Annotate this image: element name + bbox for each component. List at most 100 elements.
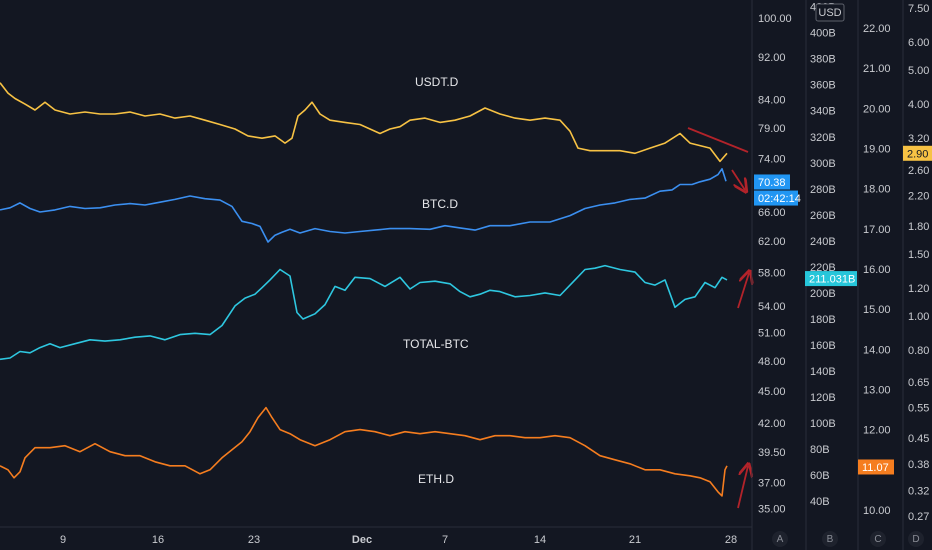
- time-axis-tick: 23: [248, 534, 260, 546]
- scale-button-d[interactable]: [908, 531, 924, 547]
- currency-badge[interactable]: USD: [815, 3, 845, 22]
- series-line-total-btc: [0, 264, 728, 361]
- series-line-btc-d: [0, 168, 727, 243]
- axis-a-tick: 51.00: [758, 328, 786, 340]
- price-tags: 70.38 02:42:14 211.031B 11.07 2.90: [754, 145, 932, 475]
- time-axis-tick: 14: [534, 534, 546, 546]
- scale-button-b[interactable]: [822, 531, 838, 547]
- scale-letter-a: A: [777, 534, 784, 545]
- scale-button-a[interactable]: [772, 531, 788, 547]
- axis-d-tick: 4.00: [908, 99, 929, 111]
- axis-b-tick: 40B: [810, 496, 830, 508]
- axis-b-tick: 380B: [810, 54, 836, 66]
- series-label-btc: BTC.D: [422, 197, 458, 211]
- time-axis-tick: 9: [60, 534, 66, 546]
- axis-a-tick: 84.00: [758, 94, 786, 106]
- scale-letter-d: D: [912, 534, 919, 545]
- axis-c-tick: 13.00: [863, 384, 891, 396]
- annotation-arrow: [737, 273, 749, 309]
- axis-a-tick: 100.00: [758, 13, 792, 25]
- series-label-usdt: USDT.D: [415, 75, 459, 89]
- axis-a-tick: 37.00: [758, 477, 786, 489]
- axis-b-tick: 200B: [810, 288, 836, 300]
- axis-b-tick: 300B: [810, 158, 836, 170]
- axis-b-tick: 280B: [810, 184, 836, 196]
- time-axis-tick: 28: [725, 534, 737, 546]
- axis-b-tick: 100B: [810, 418, 836, 430]
- axis-a-tick: 39.50: [758, 447, 786, 459]
- axis-c-tick: 12.00: [863, 425, 891, 437]
- axis-a-tick: 35.00: [758, 503, 786, 515]
- axis-d-tick: 1.20: [908, 283, 929, 295]
- series-layer: [0, 82, 728, 497]
- annotation-arrow: [687, 127, 749, 153]
- axis-a-tick: 62.00: [758, 236, 786, 248]
- price-tag-d: 2.90: [903, 145, 932, 161]
- axis-b-tick: 160B: [810, 340, 836, 352]
- time-axis-tick: 16: [152, 534, 164, 546]
- axis-d-tick: 2.60: [908, 165, 929, 177]
- axis-b-tick: 140B: [810, 366, 836, 378]
- axis-c-tick: 15.00: [863, 304, 891, 316]
- price-tag-text: 11.07: [862, 462, 889, 474]
- axis-a-tick: 66.00: [758, 207, 786, 219]
- axis-b-tick: 260B: [810, 210, 836, 222]
- scale-button-c[interactable]: [870, 531, 886, 547]
- annotation-arrows: [687, 127, 749, 509]
- axis-b-tick: 320B: [810, 132, 836, 144]
- axis-d-tick: 0.45: [908, 433, 929, 445]
- time-axis-tick: 7: [442, 534, 448, 546]
- axis-d-tick: 1.50: [908, 249, 929, 261]
- annotation-arrow: [737, 466, 748, 509]
- axis-c-tick: 14.00: [863, 344, 891, 356]
- axis-c-tick: 16.00: [863, 264, 891, 276]
- axis-b-tick: 180B: [810, 314, 836, 326]
- series-line-usdt-d: [0, 82, 728, 163]
- axis-b-tick: 220B: [810, 262, 836, 274]
- axis-a-tick: 45.00: [758, 386, 786, 398]
- price-tag-a: 70.38: [754, 174, 790, 190]
- axis-d-tick: 0.27: [908, 511, 929, 523]
- axis-a-tick: 92.00: [758, 52, 786, 64]
- axis-c-tick: 22.00: [863, 23, 891, 35]
- axis-d-tick: 1.80: [908, 221, 929, 233]
- axis-b-tick: 360B: [810, 80, 836, 92]
- axis-d-tick: 0.55: [908, 402, 929, 414]
- price-tag-text: 02:42:14: [758, 193, 801, 205]
- axis-b-tick: 400B: [810, 28, 836, 40]
- price-tag-b: 211.031B: [805, 271, 857, 287]
- axis-c-tick: 17.00: [863, 224, 891, 236]
- annotation-arrow: [731, 169, 745, 190]
- axis-b-tick: 240B: [810, 236, 836, 248]
- axis-a-tick: 58.00: [758, 267, 786, 279]
- axis-d-tick: 0.32: [908, 485, 929, 497]
- price-tag-text: 70.38: [758, 177, 786, 189]
- scale-letter-c: C: [874, 534, 881, 545]
- axis-c-tick: 19.00: [863, 144, 891, 156]
- axis-d-tick: 0.38: [908, 459, 929, 471]
- axis-d-tick: 5.00: [908, 65, 929, 77]
- series-label-eth: ETH.D: [418, 472, 454, 486]
- axis-d-tick: 7.50: [908, 3, 929, 15]
- series-label-total: TOTAL-BTC: [403, 337, 469, 351]
- price-tag-text: 2.90: [907, 148, 928, 160]
- axis-d-tick: 2.20: [908, 191, 929, 203]
- price-tag-c: 11.07: [858, 459, 894, 475]
- time-axis[interactable]: 9 16 23 Dec 7 14 21 28: [60, 534, 737, 546]
- series-line-eth-d: [0, 406, 728, 497]
- axis-b-tick: 120B: [810, 392, 836, 404]
- axis-c-tick: 21.00: [863, 63, 891, 75]
- series-labels: USDT.D BTC.D TOTAL-BTC ETH.D: [403, 75, 469, 486]
- axis-c-tick: 18.00: [863, 184, 891, 196]
- axis-a-tick: 54.00: [758, 301, 786, 313]
- axis-b-tick: 80B: [810, 444, 830, 456]
- time-axis-tick: Dec: [352, 534, 372, 546]
- axis-a-tick: 79.00: [758, 123, 786, 135]
- price-tag-text: 211.031B: [809, 274, 855, 286]
- axis-d-tick: 1.00: [908, 311, 929, 323]
- time-axis-tick: 21: [629, 534, 641, 546]
- scale-letter-b: B: [827, 534, 834, 545]
- axis-d-tick: 6.00: [908, 37, 929, 49]
